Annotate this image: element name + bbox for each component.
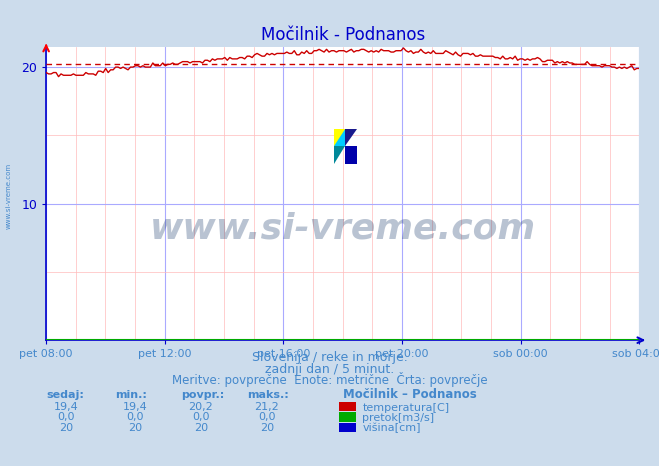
Text: www.si-vreme.com: www.si-vreme.com [5,163,11,229]
Text: Slovenija / reke in morje.: Slovenija / reke in morje. [252,351,407,364]
Polygon shape [333,129,345,146]
Bar [345,146,357,164]
Text: 20: 20 [128,423,142,432]
Text: 19,4: 19,4 [123,402,148,412]
Text: 20: 20 [59,423,73,432]
Text: maks.:: maks.: [247,391,289,400]
Title: Močilnik - Podnanos: Močilnik - Podnanos [260,26,425,44]
Text: 0,0: 0,0 [127,412,144,422]
Text: temperatura[C]: temperatura[C] [362,403,449,413]
Text: 20: 20 [194,423,208,432]
Text: 0,0: 0,0 [192,412,210,422]
Text: 21,2: 21,2 [254,402,279,412]
Text: višina[cm]: višina[cm] [362,423,421,433]
Text: pretok[m3/s]: pretok[m3/s] [362,413,434,423]
Text: Meritve: povprečne  Enote: metrične  Črta: povprečje: Meritve: povprečne Enote: metrične Črta:… [172,372,487,387]
Bar [333,129,345,146]
Text: 20,2: 20,2 [188,402,214,412]
Text: sedaj:: sedaj: [46,391,84,400]
Polygon shape [333,146,345,164]
Text: povpr.:: povpr.: [181,391,225,400]
Text: 20: 20 [260,423,274,432]
Text: Močilnik – Podnanos: Močilnik – Podnanos [343,389,476,401]
Text: min.:: min.: [115,391,147,400]
Text: 0,0: 0,0 [258,412,275,422]
Text: zadnji dan / 5 minut.: zadnji dan / 5 minut. [265,363,394,376]
Text: 19,4: 19,4 [53,402,78,412]
Text: 0,0: 0,0 [57,412,74,422]
Text: www.si-vreme.com: www.si-vreme.com [150,212,536,246]
Polygon shape [345,129,357,146]
